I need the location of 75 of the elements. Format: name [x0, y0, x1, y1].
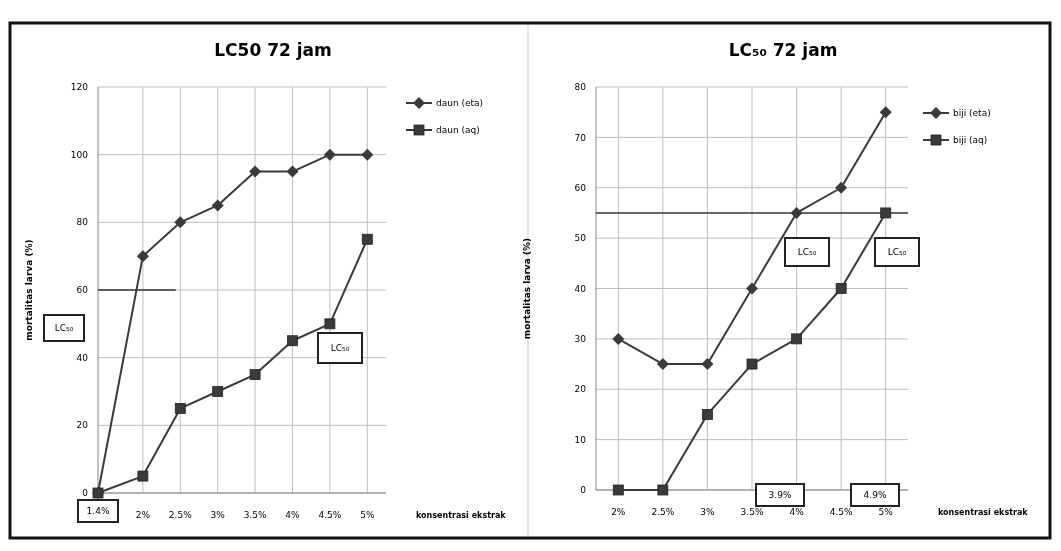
x-tick-label: 3.5%: [740, 507, 764, 517]
point: [746, 358, 758, 370]
point: [174, 216, 187, 229]
text: LC₅₀: [54, 323, 74, 334]
x-tick-label: 5%: [360, 510, 375, 520]
point: [361, 148, 374, 161]
y-tick-label: 100: [70, 149, 89, 160]
y-tick-label: 20: [76, 420, 89, 431]
point: [211, 199, 224, 212]
point: [612, 484, 624, 496]
y-tick-label: 80: [574, 82, 587, 93]
y-tick-label: 50: [574, 233, 587, 244]
x-tick-label: 3%: [700, 507, 716, 517]
x-tick-label: 2%: [135, 510, 151, 520]
text: 3.9%: [768, 490, 792, 501]
y-tick-label: 0: [580, 485, 587, 496]
text: 1.4%: [86, 506, 110, 517]
legend-label: biji (eta): [953, 108, 991, 119]
x-axis-title: konsentrasi ekstrak: [416, 511, 507, 520]
legend-label: daun (eta): [436, 98, 484, 109]
legend-label: daun (aq): [436, 125, 480, 136]
annotation: LC₅₀: [797, 247, 817, 258]
point: [657, 484, 669, 496]
y-tick-label: 40: [574, 283, 587, 294]
point: [701, 358, 714, 371]
point: [249, 165, 262, 178]
point: [879, 106, 892, 119]
point: [323, 148, 336, 161]
x-tick-label: 4.5%: [318, 510, 342, 520]
point: [212, 386, 224, 397]
x-tick-label: 4%: [285, 510, 301, 520]
chart-title: LC50 72 jam: [214, 40, 332, 60]
x-tick-label: 5%: [878, 507, 894, 517]
x-tick-label: 4.5%: [829, 507, 854, 517]
point: [702, 409, 713, 420]
point: [880, 207, 892, 219]
x-tick-label: 2.5%: [651, 507, 675, 517]
x-tick-label: 4%: [789, 507, 805, 517]
point: [835, 181, 848, 194]
point: [174, 403, 186, 414]
y-tick-label: 20: [574, 384, 587, 395]
point: [656, 358, 669, 371]
legend-label: biji (aq): [953, 135, 988, 146]
text: 4.9%: [863, 490, 887, 501]
point: [746, 282, 758, 295]
y-tick-label: 80: [76, 217, 89, 228]
point: [791, 333, 802, 345]
x-axis-title: konsentrasi ekstrak: [938, 508, 1029, 517]
point: [136, 250, 149, 263]
annotation: LC₅₀: [330, 343, 350, 354]
y-tick-label: 0: [82, 488, 89, 499]
y-tick-label: 60: [574, 182, 587, 193]
y-tick-label: 120: [70, 82, 89, 93]
chart-title: LC₅₀ 72 jam: [728, 40, 838, 60]
y-tick-label: 40: [76, 352, 89, 363]
y-tick-label: 10: [574, 434, 587, 445]
point: [612, 332, 625, 345]
y-axis-title: mortalitas larva (%): [522, 237, 532, 340]
x-tick-label: 2%: [611, 507, 626, 517]
x-tick-label: 3.5%: [243, 510, 267, 520]
point: [361, 233, 373, 245]
annotation: LC₅₀: [887, 247, 907, 258]
point: [835, 283, 847, 294]
y-axis-title: mortalitas larva (%): [24, 239, 34, 341]
point: [287, 335, 298, 347]
point: [137, 470, 149, 482]
y-tick-label: 70: [574, 132, 587, 143]
y-tick-label: 60: [76, 285, 89, 296]
point: [790, 206, 803, 219]
y-tick-label: 30: [574, 334, 587, 345]
x-tick-label: 2.5%: [168, 510, 193, 520]
point: [286, 165, 299, 178]
point: [249, 369, 261, 380]
x-tick-label: 3%: [210, 510, 226, 520]
point: [324, 318, 336, 330]
